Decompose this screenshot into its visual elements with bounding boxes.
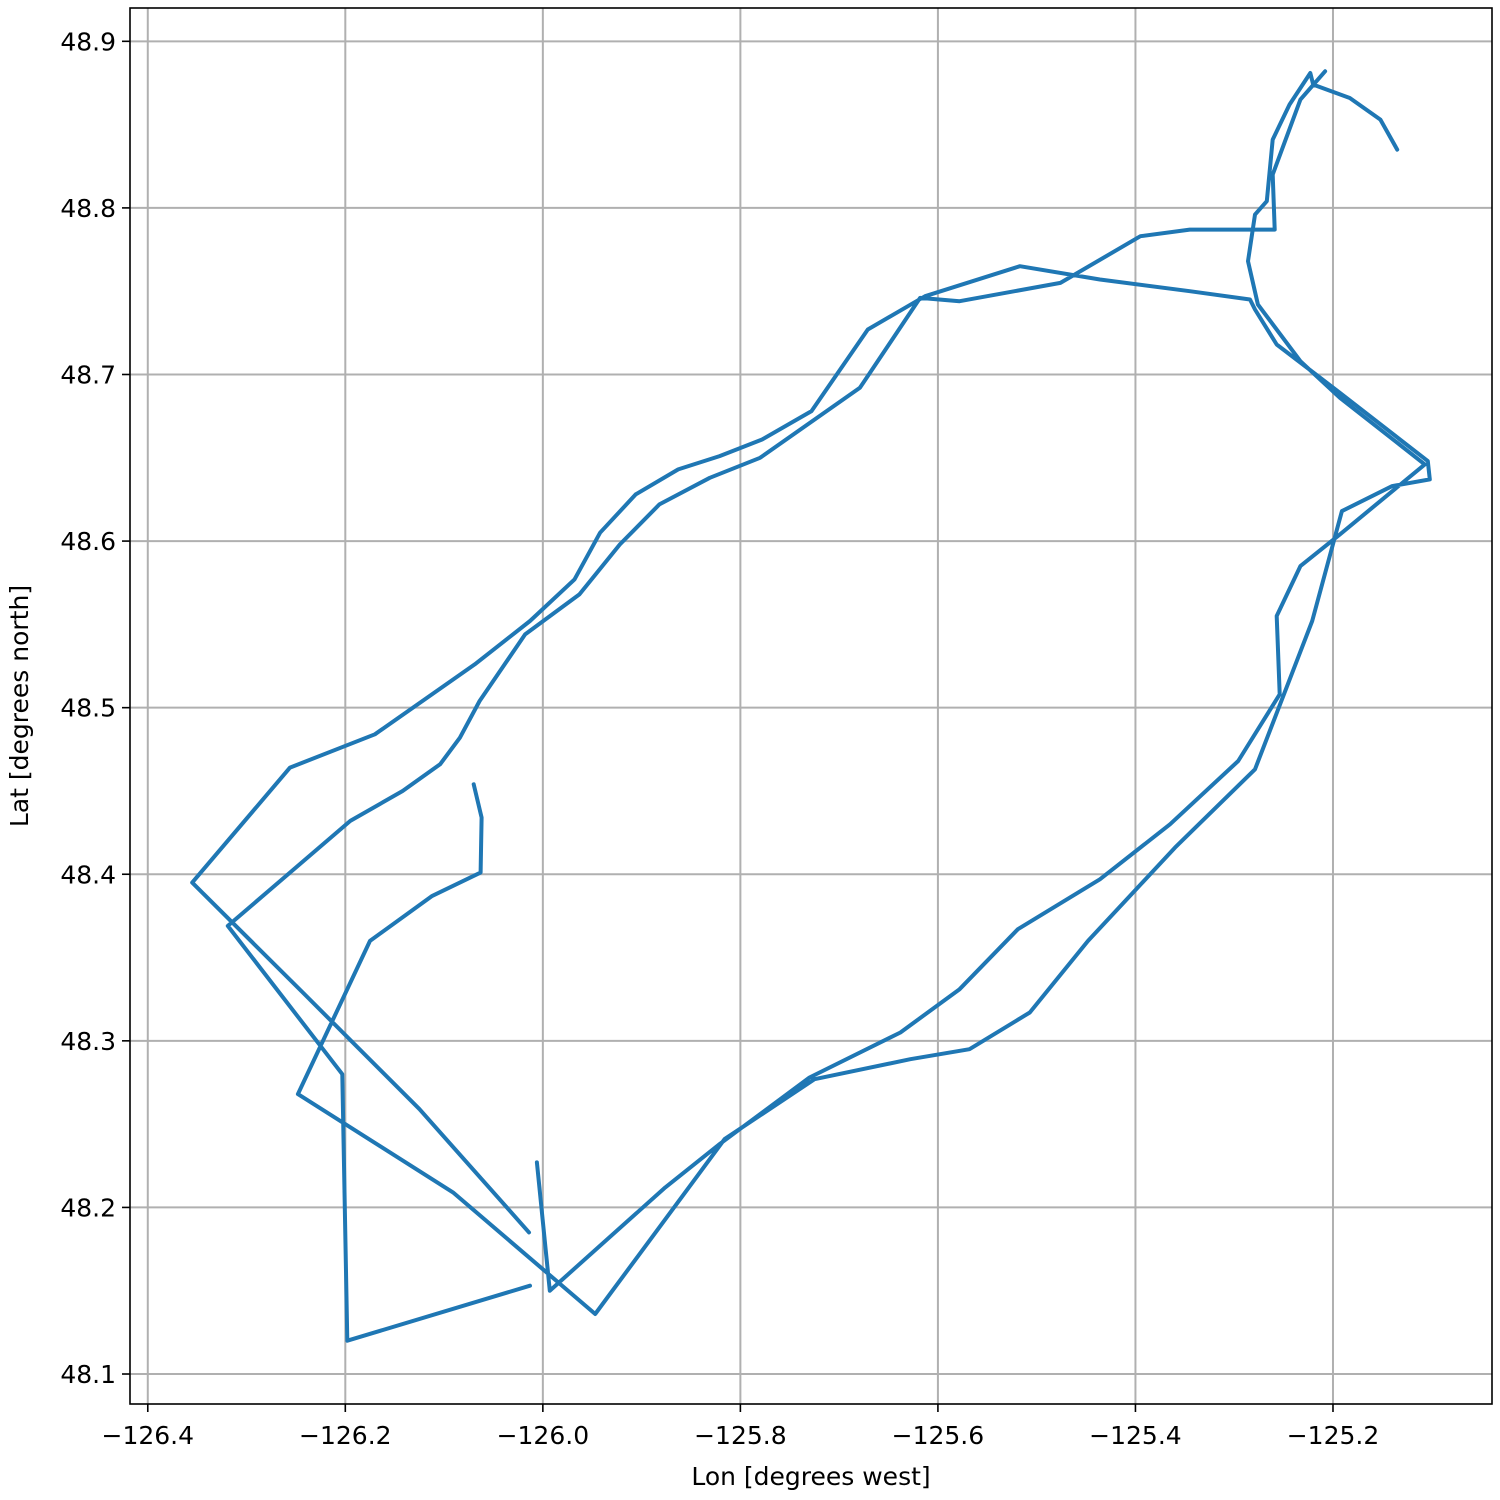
- y-tick-label: 48.6: [60, 527, 116, 556]
- y-tick-label: 48.9: [60, 27, 116, 56]
- x-tick-label: −126.2: [299, 1421, 392, 1450]
- y-tick-label: 48.3: [60, 1027, 116, 1056]
- x-tick-label: −126.0: [497, 1421, 590, 1450]
- x-axis-label: Lon [degrees west]: [691, 1462, 930, 1491]
- x-tick-label: −125.2: [1287, 1421, 1380, 1450]
- x-tick-label: −125.8: [694, 1421, 787, 1450]
- x-tick-label: −126.4: [102, 1421, 195, 1450]
- x-tick-label: −125.4: [1089, 1421, 1182, 1450]
- y-tick-label: 48.2: [60, 1193, 116, 1222]
- y-axis-label: Lat [degrees north]: [5, 585, 34, 827]
- track-line: [190, 69, 1432, 1343]
- y-tick-label: 48.5: [60, 694, 116, 723]
- plot-frame: [129, 7, 1493, 1405]
- y-tick-label: 48.4: [60, 860, 116, 889]
- y-tick-label: 48.8: [60, 194, 116, 223]
- y-tick-label: 48.7: [60, 360, 116, 389]
- x-tick-label: −125.6: [892, 1421, 985, 1450]
- y-tick-label: 48.1: [60, 1360, 116, 1389]
